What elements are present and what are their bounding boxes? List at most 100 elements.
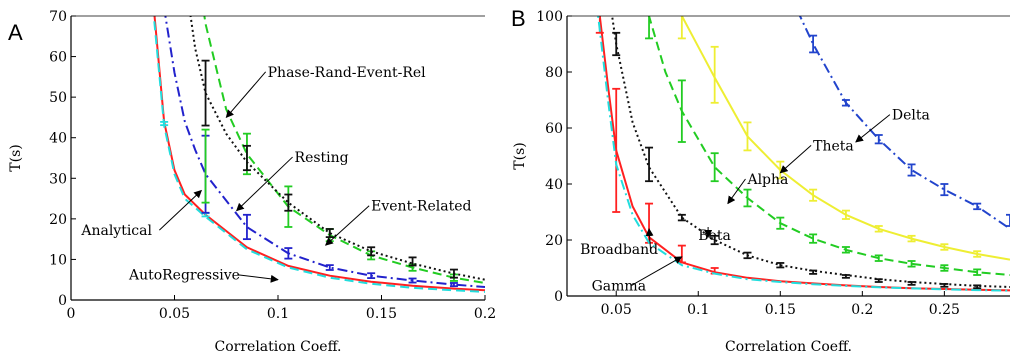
error-bar-beta [973, 284, 982, 290]
error-bar-beta [677, 213, 686, 222]
y-tick-label: 50 [49, 90, 67, 106]
annotation-label: Theta [813, 138, 854, 154]
annotation-arrow [225, 71, 267, 119]
error-bar-alpha [645, 16, 654, 40]
annotation-label: Broadband [580, 242, 658, 258]
error-bar-event_related [201, 128, 210, 204]
y-tick-label: 60 [49, 50, 67, 66]
series-line-resting [164, 16, 485, 288]
error-bar-beta [841, 274, 850, 279]
error-bar-theta [841, 209, 850, 220]
error-bar-alpha [973, 268, 982, 276]
annotation-label: Event-Related [371, 199, 471, 215]
annotation: Analytical [80, 189, 202, 239]
error-bar-alpha [907, 260, 916, 268]
error-bar-delta [1006, 213, 1010, 227]
annotation-arrow [779, 145, 812, 174]
annotation-label: Alpha [746, 172, 788, 188]
x-tick-label: 0.15 [366, 306, 397, 322]
error-bar-resting [242, 213, 251, 241]
annotation-label: Analytical [80, 223, 152, 239]
annotation-label: Resting [295, 150, 349, 166]
annotation: AutoRegressive [128, 268, 279, 284]
error-bar-theta [940, 243, 949, 251]
y-tick-label: 30 [49, 171, 67, 187]
error-bar-alpha [940, 264, 949, 272]
x-axis-label: Correlation Coeff. [725, 339, 852, 355]
y-tick-label: 40 [545, 177, 563, 193]
error-bar-autoregressive [160, 120, 169, 127]
error-bar-broadband [612, 87, 621, 213]
panel-b: 0.05 0.1 0.15 0.2 0.25 0 20 40 60 80 100 Correlatio… [511, 6, 1010, 355]
error-bar-beta [776, 262, 785, 269]
annotation: Theta [779, 138, 854, 174]
error-bar-theta [710, 45, 719, 104]
error-bar-alpha [841, 246, 850, 254]
error-bar-beta [874, 278, 883, 283]
error-bar-phase_rand [284, 193, 293, 212]
annotation-arrow [325, 205, 370, 246]
y-tick-label: 20 [545, 233, 563, 249]
error-bar-theta [907, 234, 916, 243]
x-axis-label: Correlation Coeff. [215, 339, 342, 355]
annotation: Event-Related [325, 199, 471, 246]
error-bar-resting [325, 264, 334, 271]
error-bar-phase_rand [449, 268, 458, 279]
y-tick-label: 0 [58, 293, 67, 309]
annotation-arrow [631, 256, 683, 286]
plot-area [595, 16, 1010, 292]
annotation-arrow [236, 156, 293, 212]
error-bar-beta [645, 146, 654, 183]
annotation-label: Gamma [592, 278, 646, 294]
annotation-arrow [237, 274, 279, 283]
error-bar-beta [940, 283, 949, 288]
series-line-event_related [203, 16, 485, 284]
error-bar-phase_rand [408, 256, 417, 267]
annotation: Gamma [592, 256, 683, 294]
y-tick-label: 80 [545, 65, 563, 81]
y-tick-label: 100 [536, 9, 563, 25]
series-line-broadband [598, 16, 1010, 292]
annotation: Beta [698, 227, 731, 244]
error-bar-delta [809, 34, 818, 54]
error-bar-resting [408, 277, 417, 284]
annotation-label: Beta [698, 228, 731, 244]
error-bar-resting [449, 282, 458, 288]
series-line-beta [611, 16, 1010, 288]
annotation: Phase-Rand-Event-Rel [225, 65, 426, 119]
error-bar-delta [874, 134, 883, 145]
error-bar-phase_rand [325, 228, 334, 239]
x-tick-label: 0.25 [929, 302, 960, 318]
series-line-analytical [153, 16, 485, 292]
error-bar-resting [367, 272, 376, 279]
annotation: Resting [236, 150, 349, 212]
plot-area [152, 16, 485, 293]
panel-a: 0 0.05 0.1 0.15 0.2 0 10 20 30 40 50 60 70 Correlatio… [8, 9, 496, 355]
error-bar-alpha [776, 216, 785, 230]
error-bar-delta [841, 99, 850, 107]
series-line-delta [798, 16, 1010, 230]
error-bar-theta [874, 225, 883, 233]
error-bar-alpha [809, 233, 818, 244]
series-line-alpha [647, 16, 1010, 276]
x-tick-label: 0.05 [159, 306, 190, 322]
y-tick-label: 70 [49, 9, 67, 25]
x-tick-label: 0.2 [474, 306, 496, 322]
error-bar-beta [907, 281, 916, 286]
annotation-arrow [645, 228, 654, 250]
annotation-arrow [727, 178, 746, 205]
annotation-arrow [855, 114, 891, 143]
error-bar-phase_rand [367, 246, 376, 257]
error-bar-delta [907, 163, 916, 177]
error-bar-theta [973, 250, 982, 258]
error-bar-beta [809, 269, 818, 275]
error-bar-delta [940, 183, 949, 197]
error-bar-alpha [710, 152, 719, 183]
x-tick-label: 0 [67, 306, 76, 322]
x-tick-label: 0.05 [601, 302, 632, 318]
y-axis-label: T(s) [512, 142, 528, 169]
annotation-label: AutoRegressive [128, 268, 240, 284]
annotation: Alpha [727, 172, 788, 205]
error-bar-alpha [743, 188, 752, 208]
